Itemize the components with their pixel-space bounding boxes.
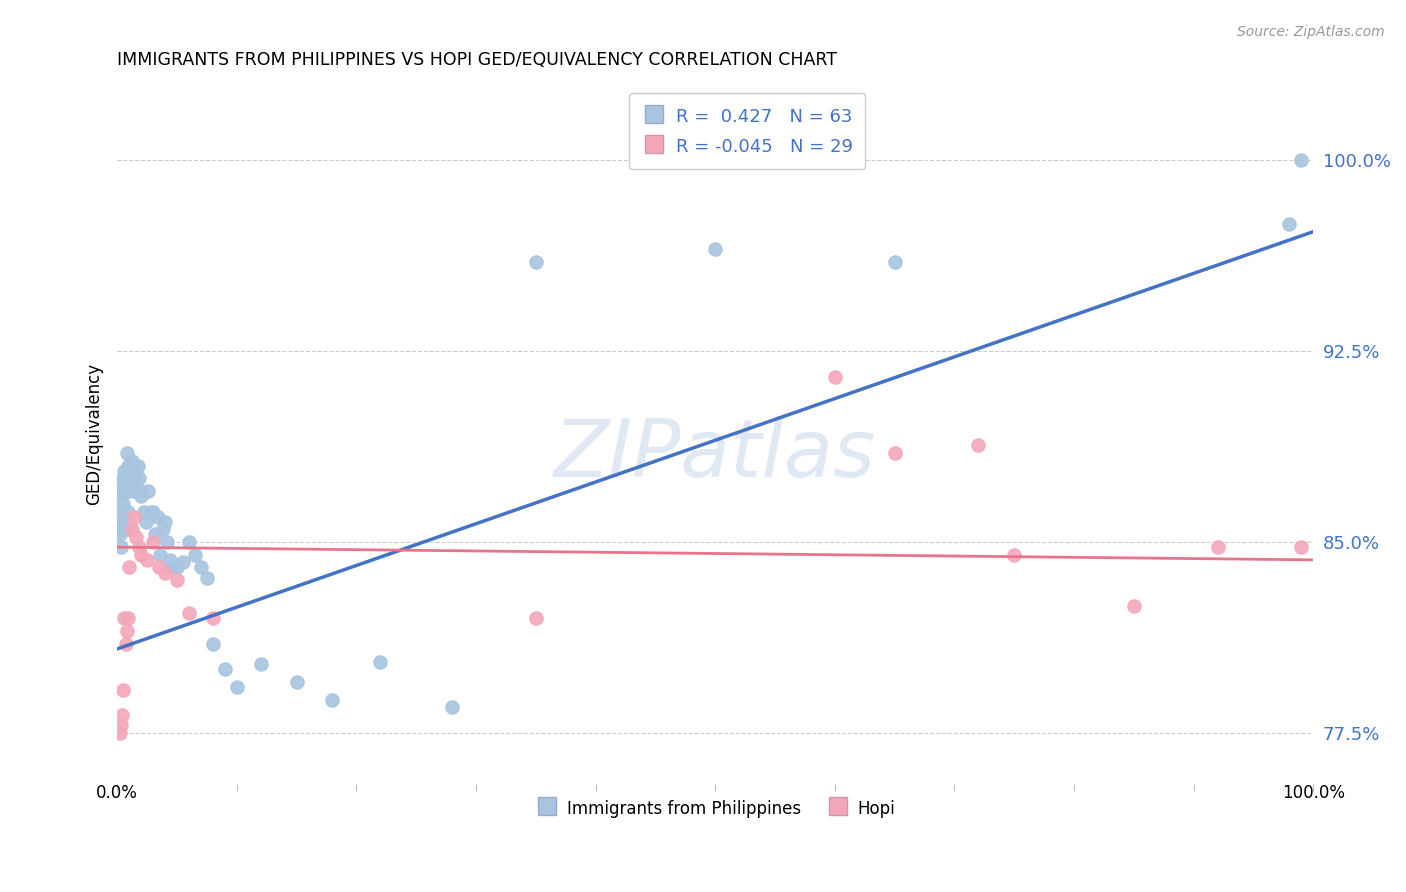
Point xyxy=(146,509,169,524)
Point xyxy=(112,484,135,499)
Point xyxy=(225,680,247,694)
Point xyxy=(111,708,134,723)
Point xyxy=(883,255,905,269)
Point xyxy=(136,484,159,499)
Point xyxy=(1206,540,1229,554)
Point xyxy=(160,560,183,574)
Point xyxy=(117,504,139,518)
Point xyxy=(115,624,138,639)
Point xyxy=(108,726,131,740)
Point xyxy=(142,504,165,518)
Point xyxy=(149,548,172,562)
Point xyxy=(370,655,392,669)
Point xyxy=(114,469,136,483)
Point xyxy=(114,637,136,651)
Point xyxy=(321,693,343,707)
Point xyxy=(112,682,135,697)
Point xyxy=(108,517,131,532)
Legend: Immigrants from Philippines, Hopi: Immigrants from Philippines, Hopi xyxy=(529,792,903,824)
Point xyxy=(1122,599,1144,613)
Point xyxy=(122,509,145,524)
Point xyxy=(112,484,135,499)
Point xyxy=(112,497,135,511)
Point xyxy=(967,438,990,452)
Point xyxy=(114,522,136,536)
Point xyxy=(214,662,236,676)
Point xyxy=(524,611,547,625)
Point xyxy=(177,535,200,549)
Point xyxy=(1278,217,1301,231)
Point xyxy=(112,464,135,478)
Point xyxy=(125,530,148,544)
Text: ZIPatlas: ZIPatlas xyxy=(554,416,876,494)
Text: IMMIGRANTS FROM PHILIPPINES VS HOPI GED/EQUIVALENCY CORRELATION CHART: IMMIGRANTS FROM PHILIPPINES VS HOPI GED/… xyxy=(117,51,837,69)
Point xyxy=(201,611,224,625)
Point xyxy=(135,515,157,529)
Point xyxy=(128,471,150,485)
Point xyxy=(148,560,170,574)
Text: 0.0%: 0.0% xyxy=(96,784,138,802)
Point xyxy=(195,571,218,585)
Point xyxy=(111,479,134,493)
Point xyxy=(125,469,148,483)
Point xyxy=(824,369,846,384)
Point xyxy=(177,607,200,621)
Point xyxy=(127,458,149,473)
Point xyxy=(524,255,547,269)
Point xyxy=(152,522,174,536)
Point xyxy=(1002,548,1025,562)
Point xyxy=(156,535,179,549)
Text: Source: ZipAtlas.com: Source: ZipAtlas.com xyxy=(1237,25,1385,39)
Point xyxy=(1291,153,1313,168)
Point xyxy=(285,675,308,690)
Point xyxy=(118,484,141,499)
Point xyxy=(166,573,188,587)
Point xyxy=(124,464,146,478)
Point xyxy=(110,540,132,554)
Point xyxy=(112,611,135,625)
Point xyxy=(153,566,176,580)
Point xyxy=(1291,540,1313,554)
Point xyxy=(110,502,132,516)
Point xyxy=(128,540,150,554)
Point xyxy=(118,560,141,574)
Point xyxy=(122,484,145,499)
Point xyxy=(112,471,135,485)
Point xyxy=(129,489,152,503)
Point xyxy=(129,484,152,499)
Point xyxy=(249,657,271,672)
Point xyxy=(883,446,905,460)
Point xyxy=(120,471,142,485)
Point xyxy=(172,555,194,569)
Point xyxy=(121,453,143,467)
Point xyxy=(704,243,727,257)
Point xyxy=(139,504,162,518)
Y-axis label: GED/Equivalency: GED/Equivalency xyxy=(86,363,103,505)
Point xyxy=(111,509,134,524)
Point xyxy=(118,522,141,536)
Point xyxy=(111,489,134,503)
Point xyxy=(117,458,139,473)
Point xyxy=(159,553,181,567)
Point xyxy=(110,522,132,536)
Point xyxy=(201,637,224,651)
Point xyxy=(145,527,167,541)
Point xyxy=(166,560,188,574)
Point xyxy=(121,522,143,536)
Point xyxy=(129,548,152,562)
Point xyxy=(190,560,212,574)
Text: 100.0%: 100.0% xyxy=(1282,784,1344,802)
Point xyxy=(142,535,165,549)
Point xyxy=(108,527,131,541)
Point xyxy=(136,553,159,567)
Point xyxy=(441,700,464,714)
Point xyxy=(132,504,155,518)
Point xyxy=(121,469,143,483)
Point xyxy=(110,718,132,732)
Point xyxy=(184,548,207,562)
Point xyxy=(117,611,139,625)
Point xyxy=(153,515,176,529)
Point xyxy=(115,446,138,460)
Point xyxy=(115,476,138,491)
